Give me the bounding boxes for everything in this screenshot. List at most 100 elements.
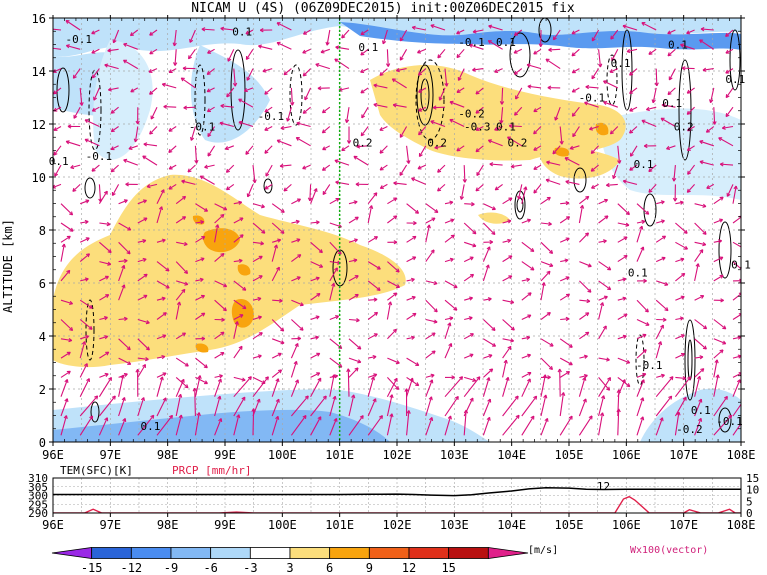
contour-labels: -0.1 0.1 0.1 -0.1 0.1 0.1 0.1 0.1 -0.1 0.1 -0.1 -0.… bbox=[49, 25, 751, 436]
wind-vector bbox=[591, 183, 599, 189]
wind-vector bbox=[192, 387, 197, 417]
wind-vector bbox=[368, 373, 378, 378]
wind-vector bbox=[214, 252, 225, 263]
colorbar-tick-label: 9 bbox=[366, 561, 373, 575]
colorbar-box bbox=[210, 547, 251, 559]
wind-vector bbox=[464, 241, 477, 248]
wind-vector bbox=[214, 378, 222, 397]
wind-vector bbox=[79, 395, 99, 417]
wind-vector bbox=[110, 164, 119, 173]
wind-vector bbox=[444, 299, 458, 311]
y-tick-label: 6 bbox=[39, 277, 46, 291]
wind-vector bbox=[72, 184, 81, 192]
surface-x-tick-label: 105E bbox=[555, 518, 584, 532]
wind-vector bbox=[348, 367, 359, 378]
wind-vector bbox=[84, 138, 100, 147]
wind-vector bbox=[135, 107, 140, 125]
wind-vector bbox=[272, 298, 283, 303]
wind-vector bbox=[472, 67, 484, 72]
wind-vector bbox=[559, 276, 570, 282]
wind-vector bbox=[175, 357, 189, 367]
wind-vector bbox=[360, 29, 369, 36]
wind-vector bbox=[559, 371, 570, 378]
wind-vector bbox=[444, 68, 449, 87]
wind-vector bbox=[295, 137, 311, 147]
wind-vector bbox=[107, 87, 119, 92]
wind-vector bbox=[425, 224, 431, 243]
wind-vector bbox=[603, 80, 619, 89]
wind-vector bbox=[585, 84, 599, 90]
wind-vector bbox=[387, 197, 398, 205]
wind-vector bbox=[107, 48, 119, 53]
wind-vector bbox=[252, 315, 262, 321]
wind-vector bbox=[367, 261, 381, 270]
wind-vector bbox=[360, 87, 369, 94]
wind-vector bbox=[392, 103, 407, 108]
wind-vector bbox=[726, 184, 734, 197]
wind-vector bbox=[406, 145, 411, 164]
vertical-velocity-contours bbox=[56, 18, 741, 433]
wind-vector bbox=[99, 275, 109, 282]
wind-vector bbox=[348, 357, 362, 364]
wind-vector bbox=[598, 377, 611, 397]
wind-vector bbox=[411, 25, 426, 31]
wind-vector bbox=[675, 222, 688, 234]
wind-vector bbox=[648, 164, 657, 173]
wind-vector bbox=[629, 68, 638, 76]
wind-vector bbox=[546, 160, 561, 166]
wind-vector bbox=[617, 222, 630, 227]
wind-vector bbox=[290, 415, 307, 436]
wind-vector bbox=[195, 235, 206, 243]
wind-vector bbox=[578, 376, 587, 397]
wind-vector bbox=[483, 368, 494, 378]
wind-vector bbox=[387, 240, 398, 245]
wind-vector bbox=[565, 179, 580, 185]
wind-vector bbox=[636, 379, 645, 397]
wind-vector bbox=[379, 164, 388, 171]
wind-vector bbox=[233, 345, 243, 359]
wind-vector bbox=[137, 338, 150, 351]
wind-vector bbox=[214, 280, 228, 288]
wind-vector bbox=[291, 254, 302, 263]
wind-vector bbox=[291, 198, 301, 205]
wind-vector bbox=[476, 164, 484, 176]
wind-vector bbox=[559, 216, 571, 224]
wind-vector bbox=[598, 295, 608, 301]
wind-vector bbox=[137, 217, 148, 224]
wind-vector bbox=[214, 351, 225, 359]
wind-vector bbox=[80, 277, 89, 282]
contour-label: 0.2 bbox=[353, 137, 373, 150]
wind-vector bbox=[214, 213, 225, 224]
wind-vectors bbox=[53, 19, 741, 436]
wind-vector bbox=[201, 27, 215, 32]
wind-vector bbox=[207, 145, 216, 157]
prcp-axis-label: PRCP [mm/hr] bbox=[172, 464, 251, 477]
wind-vector bbox=[483, 354, 493, 359]
wind-vector bbox=[368, 354, 377, 360]
wind-vector bbox=[540, 311, 551, 320]
wind-vector bbox=[334, 159, 350, 166]
wind-vector bbox=[118, 264, 126, 282]
wind-vector bbox=[425, 217, 436, 224]
wind-vector bbox=[335, 180, 350, 185]
wind-vector bbox=[156, 238, 166, 243]
contour-label: 0.1 bbox=[358, 41, 378, 54]
colorbar-box bbox=[249, 547, 291, 559]
wind-vector bbox=[514, 106, 523, 116]
wind-vector bbox=[341, 29, 350, 39]
wind-vector bbox=[611, 49, 619, 62]
wind-vector bbox=[598, 280, 612, 291]
wind-vector bbox=[675, 316, 684, 321]
wind-vector bbox=[137, 199, 147, 205]
x-tick-label: 100E bbox=[268, 448, 297, 462]
wind-vector bbox=[713, 359, 719, 378]
wind-vector bbox=[540, 270, 551, 282]
wind-vector bbox=[252, 332, 263, 340]
x-axis-ticks: 96E 97E 98E 99E 100E 101E 102E 103E 104E 105E 106E… bbox=[42, 15, 755, 462]
wind-vector bbox=[195, 357, 208, 369]
wind-vector bbox=[456, 48, 465, 59]
surface-x-tick-label: 99E bbox=[214, 518, 236, 532]
wind-vector bbox=[444, 395, 459, 417]
wind-vector bbox=[175, 414, 183, 436]
wind-vector bbox=[483, 222, 496, 235]
